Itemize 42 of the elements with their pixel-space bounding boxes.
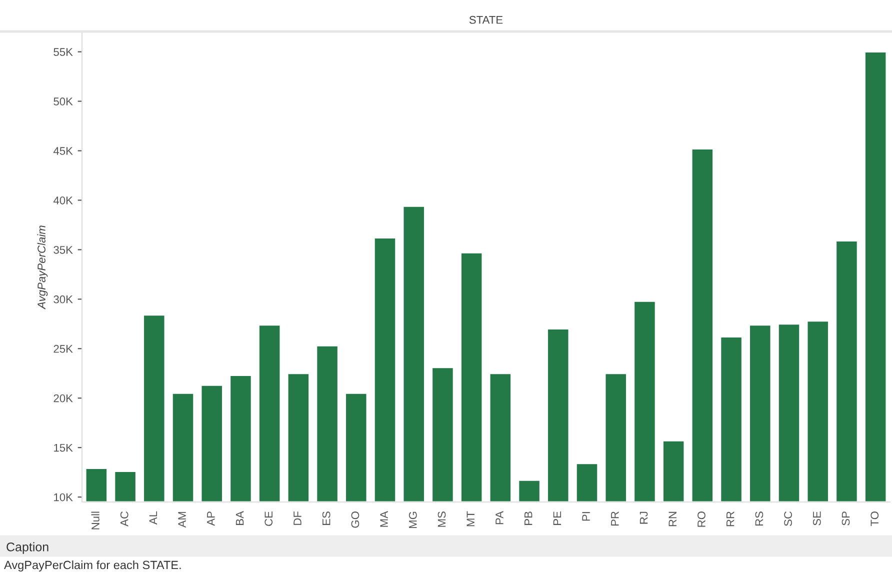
x-tick-label: AM [178, 512, 186, 528]
x-tick-label: RN [668, 512, 676, 526]
text: AvgPayPerClaim for each STATE. [4, 560, 181, 572]
y-tick-label: 15K [54, 444, 73, 452]
x-tick-label: PI [582, 512, 590, 521]
y-tick-label: 30K [54, 295, 73, 304]
x-tick-label: BA [236, 511, 244, 525]
y-tick-label: 45K [53, 147, 73, 155]
x-tick-label: SC [784, 511, 792, 526]
x-tick-label: AC [120, 511, 128, 526]
y-tick-label: 50K [54, 98, 73, 106]
x-tick-label: PA [496, 511, 504, 524]
x-tick-label: SP [842, 512, 850, 526]
x-tick-label: PR [611, 512, 619, 526]
x-tick-label: MS [438, 512, 446, 527]
x-tick-label: RO [698, 512, 706, 527]
y-tick-label: 40K [53, 196, 73, 204]
y-tick-label: 20K [54, 394, 73, 402]
y-tick-label: 10K [54, 493, 73, 502]
x-tick-label: RS [755, 512, 764, 526]
text: Caption [6, 542, 48, 554]
x-tick-label: MT [466, 511, 474, 526]
y-axis-title: AvgPayPerClaim [37, 226, 48, 310]
x-tick-label: RR [726, 512, 734, 526]
x-tick-label: CE [264, 512, 273, 526]
x-tick-label: AL [149, 511, 158, 525]
x-tick-label: ES [322, 512, 330, 525]
x-tick-label: GO [351, 512, 360, 528]
y-tick-label: 55K [54, 48, 73, 56]
x-tick-label: PB [524, 512, 532, 525]
y-tick-label: 35K [54, 246, 73, 254]
x-tick-label: TO [870, 512, 879, 526]
x-tick-label: MG [408, 512, 417, 528]
x-tick-label: MA [380, 511, 388, 527]
x-tick-label: PE [553, 512, 562, 525]
y-tick-label: 25K [54, 344, 73, 353]
x-tick-label: DF [294, 511, 302, 525]
x-tick-label: Null [91, 512, 100, 530]
x-tick-label: AP [207, 512, 215, 526]
x-tick-label: RJ [640, 512, 648, 524]
x-axis-title: STATE [469, 16, 503, 24]
x-tick-label: SE [812, 512, 821, 526]
